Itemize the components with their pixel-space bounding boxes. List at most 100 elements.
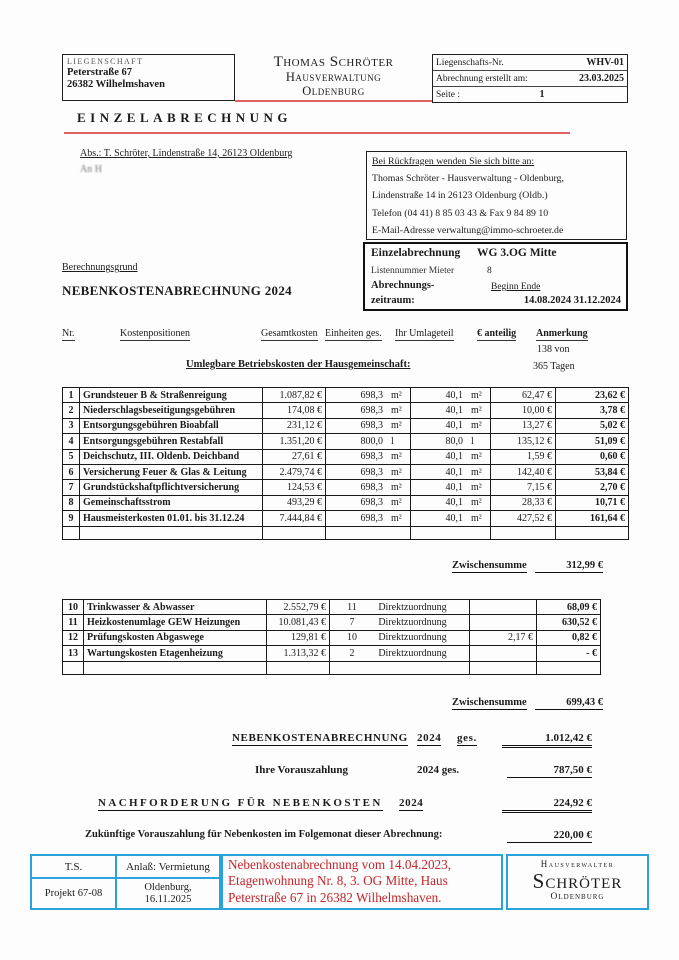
header-red-rule <box>235 100 433 102</box>
units-count: 11 <box>347 601 357 613</box>
empty-cell <box>410 525 491 540</box>
cost-row-number: 2 <box>62 402 80 419</box>
list-number-value: 8 <box>487 266 492 276</box>
empty-cell <box>555 525 629 540</box>
share-unit: m² <box>471 405 482 417</box>
col-header-units: Einheiten ges. <box>325 328 382 341</box>
col-header-nr: Nr. <box>62 328 75 341</box>
footer-occasion: Anlaß: Vermietung <box>117 856 219 879</box>
cost-euro-share: 2,17 € <box>469 629 537 647</box>
footer-cell-initials: T.S. Projekt 67-08 <box>30 854 117 910</box>
calculation-reason-label: Berechnungsgrund <box>62 262 138 273</box>
cost-euro-share: 427,52 € <box>490 510 556 527</box>
allocation-type: Direktzuordnung <box>378 601 447 613</box>
col-header-position: Kostenpositionen <box>120 328 190 341</box>
units-value: 698,3 <box>360 389 384 401</box>
cost-euro-share: 62,47 € <box>490 386 556 404</box>
share-unit: m² <box>471 512 482 524</box>
cost-direct-allocation: 2 Direktzuordnung <box>329 645 470 662</box>
empty-cell <box>536 660 601 675</box>
cost-row: 12 Prüfungskosten Abgaswege 129,81 € 10 D… <box>62 629 601 647</box>
unit-box-title: Einzelabrechnung <box>371 247 461 259</box>
share-value: 40,1 <box>445 512 464 524</box>
share-value: 40,1 <box>445 497 464 509</box>
cost-row: 10 Trinkwasser & Abwasser 2.552,79 € 11 D… <box>62 598 601 616</box>
units-value: 698,3 <box>360 512 384 524</box>
period-columns: Beginn Ende <box>491 282 541 292</box>
empty-cell <box>79 525 263 540</box>
cost-prorated-amount: 630,52 € <box>536 614 601 631</box>
firm-letterhead: Thomas Schröter Hausverwaltung Oldenburg <box>235 55 432 99</box>
sender-line: Abs.: T. Schröter, Lindenstraße 14, 2612… <box>80 148 293 159</box>
section-heading: Umlegbare Betriebskosten der Hausgemeins… <box>186 359 411 370</box>
future-prepayment-value: 220,00 € <box>507 829 592 843</box>
cost-prorated-amount: 2,70 € <box>555 479 629 496</box>
cost-row: 13 Wartungskosten Etagenheizung 1.313,32… <box>62 645 601 662</box>
units-value: 698,3 <box>360 451 384 463</box>
footer-brand: Hausverwalter Schröter Oldenburg <box>506 854 649 910</box>
footer-place-date: Oldenburg, 16.11.2025 <box>117 879 219 908</box>
cost-position-name: Grundsteuer B & Straßenreigung <box>79 386 263 404</box>
units-unit: m² <box>391 420 402 432</box>
units-unit: m² <box>391 451 402 463</box>
empty-cell <box>469 660 537 675</box>
balance-due-value: 224,92 € <box>502 797 592 813</box>
page-number: 1 <box>539 89 545 100</box>
units-unit: m² <box>391 482 402 494</box>
subtotal-1-value: 312,99 € <box>535 560 603 573</box>
share-unit: m² <box>471 420 482 432</box>
cost-units-share: 40,1 m² <box>410 494 491 512</box>
units-unit: m² <box>391 512 402 524</box>
empty-cell <box>266 660 330 675</box>
cost-total-amount: 2.552,79 € <box>266 598 330 616</box>
cost-row-number: 13 <box>62 645 84 662</box>
cost-total-amount: 27,61 € <box>262 448 326 465</box>
cost-row-number: 3 <box>62 417 80 435</box>
cost-prorated-amount: 0,60 € <box>555 448 629 465</box>
firm-role: Hausverwaltung <box>285 70 382 84</box>
cost-prorated-amount: - € <box>536 645 601 662</box>
cost-euro-share: 142,40 € <box>490 463 556 481</box>
created-date: 23.03.2025 <box>579 73 624 84</box>
col-header-note: Anmerkung <box>536 328 588 341</box>
cost-position-name: Niederschlagsbeseitigungsgebühren <box>79 402 263 419</box>
empty-row <box>62 660 601 675</box>
share-unit: m² <box>471 497 482 509</box>
cost-prorated-amount: 51,09 € <box>555 433 629 450</box>
cost-row: 9 Hausmeisterkosten 01.01. bis 31.12.24 … <box>62 510 629 527</box>
unit-box: Einzelabrechnung WG 3.OG Mitte Listennum… <box>363 242 628 311</box>
footer-place: Oldenburg, <box>144 882 192 893</box>
cost-units-share: 40,1 m² <box>410 417 491 435</box>
unit-name: WG 3.OG Mitte <box>477 247 557 259</box>
cost-row: 3 Entsorgungsgebühren Bioabfall 231,12 €… <box>62 417 629 435</box>
cost-position-name: Gemeinschaftsstrom <box>79 494 263 512</box>
prepayment-value: 787,50 € <box>507 764 592 778</box>
share-value: 40,1 <box>445 405 464 417</box>
cost-euro-share: 135,12 € <box>490 433 556 450</box>
footer-cell-occasion: Anlaß: Vermietung Oldenburg, 16.11.2025 <box>117 854 221 910</box>
cost-position-name: Versicherung Feuer & Glas & Leitung <box>79 463 263 481</box>
cost-row-number: 7 <box>62 479 80 496</box>
units-value: 698,3 <box>360 497 384 509</box>
cost-row: 7 Grundstückshaftpflichtversicherung 124… <box>62 479 629 496</box>
share-unit: l <box>471 435 474 447</box>
title-red-rule <box>64 132 570 134</box>
cost-total-amount: 129,81 € <box>266 629 330 647</box>
cost-units-share: 40,1 m² <box>410 448 491 465</box>
meta-label: Abrechnung erstellt am: <box>436 73 528 84</box>
meta-box: Liegenschafts-Nr. WHV-01 Abrechnung erst… <box>432 54 628 103</box>
contact-box: Bei Rückfragen wenden Sie sich bitte an:… <box>366 151 627 240</box>
cost-units-share: 40,1 m² <box>410 386 491 404</box>
units-unit: l <box>391 435 394 447</box>
meta-label: Liegenschafts-Nr. <box>436 57 504 68</box>
cost-row-number: 5 <box>62 448 80 465</box>
units-value: 698,3 <box>360 466 384 478</box>
cost-units-total: 698,3 m² <box>325 479 411 496</box>
units-count: 10 <box>347 632 357 644</box>
cost-row-number: 11 <box>62 614 84 631</box>
cost-position-name: Grundstückshaftpflichtversicherung <box>79 479 263 496</box>
cost-row-number: 4 <box>62 433 80 450</box>
statement-heading: NEBENKOSTENABRECHNUNG 2024 <box>62 283 292 298</box>
cost-euro-share: 10,00 € <box>490 402 556 419</box>
cost-row: 2 Niederschlagsbeseitigungsgebühren 174,… <box>62 402 629 419</box>
